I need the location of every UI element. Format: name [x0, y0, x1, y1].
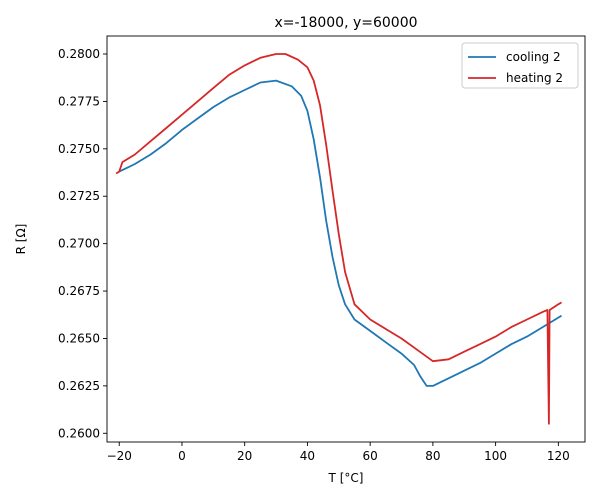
y-tick-label: 0.2650	[58, 331, 100, 345]
legend-label: cooling 2	[506, 50, 561, 64]
y-tick-label: 0.2625	[58, 379, 100, 393]
y-tick-label: 0.2600	[58, 426, 100, 440]
series-line-cooling-2	[118, 79, 562, 387]
x-tick-label: 100	[484, 449, 507, 463]
x-tick-label: 20	[237, 449, 252, 463]
series-line-heating-2	[115, 53, 562, 425]
axes-frame	[106, 35, 586, 443]
legend: cooling 2 heating 2	[461, 42, 579, 89]
y-axis-label: R [Ω]	[14, 224, 28, 255]
y-tick-label: 0.2800	[58, 47, 100, 61]
x-tick-label: 40	[300, 449, 315, 463]
legend-box	[461, 42, 579, 89]
plot-area: −20 0 20 40 60 80 100 120 0.2600 0.2625 0.2650 0.26…	[58, 35, 586, 463]
y-tick-label: 0.2775	[58, 94, 100, 108]
y-tick-label: 0.2700	[58, 237, 100, 251]
y-tick-label: 0.2725	[58, 189, 100, 203]
x-tick-label: 0	[178, 449, 186, 463]
x-tick-label: −20	[107, 449, 132, 463]
x-tick-label: 120	[547, 449, 570, 463]
y-tick-label: 0.2750	[58, 142, 100, 156]
x-tick-label: 60	[363, 449, 378, 463]
x-axis-label: T [°C]	[328, 471, 364, 485]
y-tick-label: 0.2675	[58, 284, 100, 298]
chart-title: x=-18000, y=60000	[274, 15, 417, 31]
x-tick-label: 80	[425, 449, 440, 463]
legend-label: heating 2	[506, 71, 563, 85]
